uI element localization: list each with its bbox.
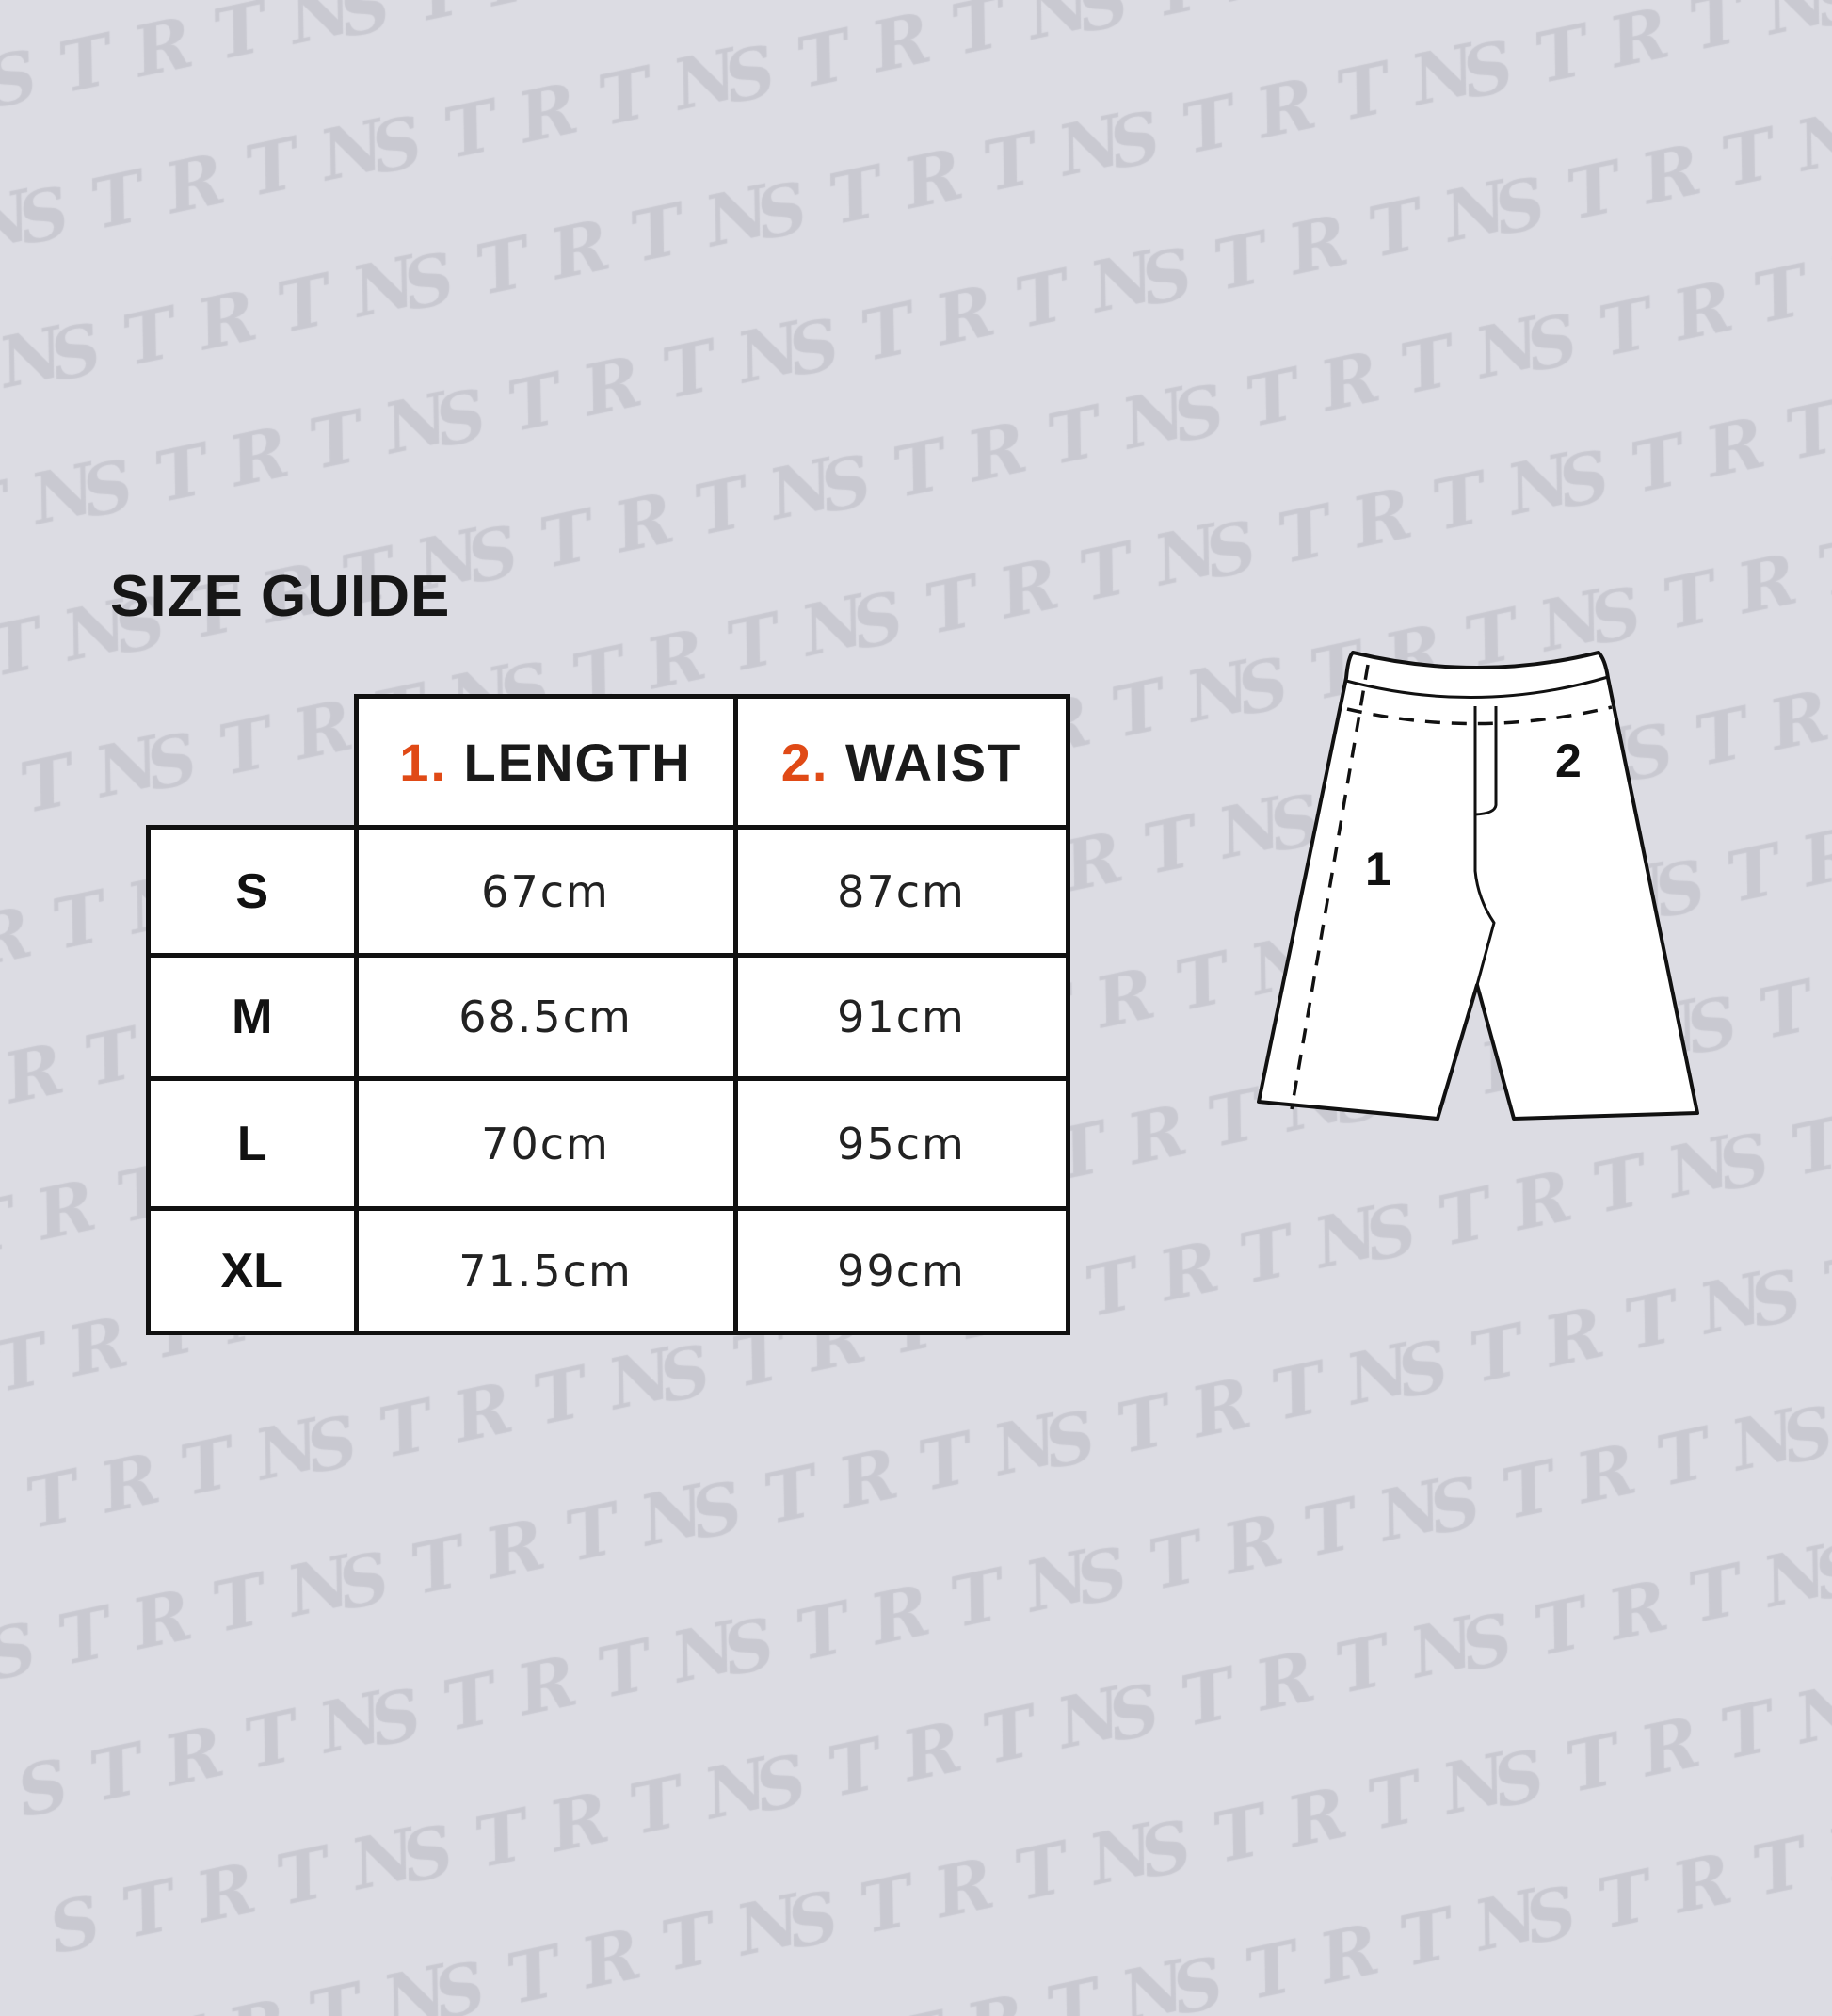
waist-cell: 87cm xyxy=(732,825,1070,958)
length-cell: 68.5cm xyxy=(353,953,738,1081)
header-length: 1. LENGTH xyxy=(353,694,738,830)
table-row: L 70cm 95cm xyxy=(146,1076,1070,1211)
size-cell: L xyxy=(146,1076,359,1211)
fly-line xyxy=(1473,706,1498,986)
length-cell: 71.5cm xyxy=(353,1206,738,1335)
size-cell: S xyxy=(146,825,359,958)
length-cell: 67cm xyxy=(353,825,738,958)
waistband-line xyxy=(1345,675,1609,700)
size-cell: M xyxy=(146,953,359,1081)
size-table: 1. LENGTH 2. WAIST S 67cm 87cm M 68.5cm … xyxy=(146,694,1070,1335)
table-header-row: 1. LENGTH 2. WAIST xyxy=(148,694,1070,830)
length-label: 1 xyxy=(1365,843,1391,895)
waist-cell: 95cm xyxy=(732,1076,1070,1211)
size-cell: XL xyxy=(146,1206,359,1335)
table-row: M 68.5cm 91cm xyxy=(146,953,1070,1081)
header-waist: 2. WAIST xyxy=(732,694,1070,830)
waist-measure-line xyxy=(1346,705,1613,726)
length-measure-line xyxy=(1290,664,1370,1110)
waist-cell: 99cm xyxy=(732,1206,1070,1335)
waist-cell: 91cm xyxy=(732,953,1070,1081)
page-title: SIZE GUIDE xyxy=(110,564,451,629)
waist-label: 2 xyxy=(1555,734,1582,787)
table-row: S 67cm 87cm xyxy=(146,825,1070,958)
length-cell: 70cm xyxy=(353,1076,738,1211)
table-row: XL 71.5cm 99cm xyxy=(146,1206,1070,1335)
